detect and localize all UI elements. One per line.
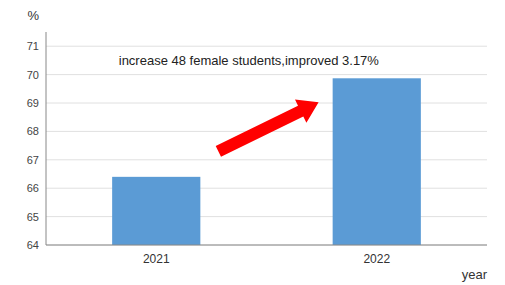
arrow <box>216 99 319 156</box>
chart: 64 65 66 67 68 69 70 71 2021 2022% year increase 48… <box>0 0 505 285</box>
x-axis-line <box>46 245 487 246</box>
y-tick-label: 64 <box>27 239 39 251</box>
grid-line <box>46 46 487 47</box>
x-axis-label: year <box>462 267 488 282</box>
y-tick-label: 67 <box>27 154 39 166</box>
grid-line <box>46 245 487 246</box>
y-tick-label: 70 <box>27 69 39 81</box>
y-axis-label: % <box>27 8 39 23</box>
bars <box>112 78 421 245</box>
bar <box>333 78 421 245</box>
x-tick-label: 2021 <box>143 252 170 266</box>
grid-line <box>46 103 487 104</box>
y-tick-label: 66 <box>27 182 39 194</box>
y-tick-label: 65 <box>27 211 39 223</box>
bar <box>112 177 200 245</box>
y-tick-label: 68 <box>27 125 39 137</box>
x-tick-label: 2022 <box>363 252 390 266</box>
y-tick-label: 69 <box>27 97 39 109</box>
annotation: increase 48 female students,improved 3.1… <box>119 53 380 68</box>
chart-container: 64 65 66 67 68 69 70 71 2021 2022% year increase 48… <box>0 0 505 285</box>
y-axis-line <box>46 32 47 245</box>
grid-line <box>46 159 487 160</box>
y-tick-label: 71 <box>27 40 39 52</box>
grid-line <box>46 74 487 75</box>
